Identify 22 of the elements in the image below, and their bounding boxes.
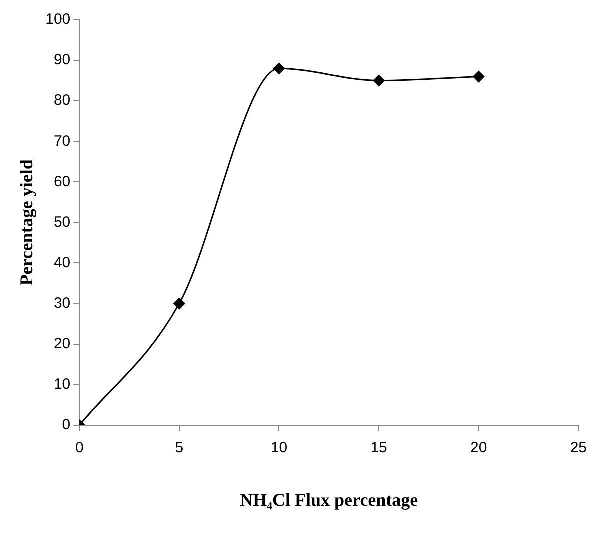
y-tick-label: 60 (54, 173, 71, 190)
point (473, 71, 485, 83)
y-tick-label: 50 (54, 214, 71, 231)
y-tick-label: 30 (54, 294, 71, 312)
point (273, 62, 285, 74)
x-tick-label: 10 (270, 440, 288, 457)
y-tick-label: 100 (46, 11, 71, 28)
x-tick-label: 25 (570, 440, 587, 457)
y-tick-label: 20 (54, 335, 71, 352)
y-tick-label: 70 (54, 132, 71, 150)
x-tick-label: 5 (175, 440, 184, 457)
y-tick-label: 80 (54, 92, 71, 110)
x-axis-title: NH₄Cl Flux percentage (240, 490, 418, 510)
x-tick-label: 15 (370, 440, 388, 457)
y-tick-label: 10 (54, 376, 71, 393)
y-tick-label: 90 (54, 52, 71, 69)
point (373, 75, 385, 87)
y-tick-label: 40 (54, 254, 71, 272)
y-tick-label: 0 (62, 416, 71, 434)
x-tick-label: 0 (75, 440, 84, 457)
x-tick-label: 20 (470, 440, 488, 457)
y-axis-title: Percentage yield (16, 160, 36, 286)
